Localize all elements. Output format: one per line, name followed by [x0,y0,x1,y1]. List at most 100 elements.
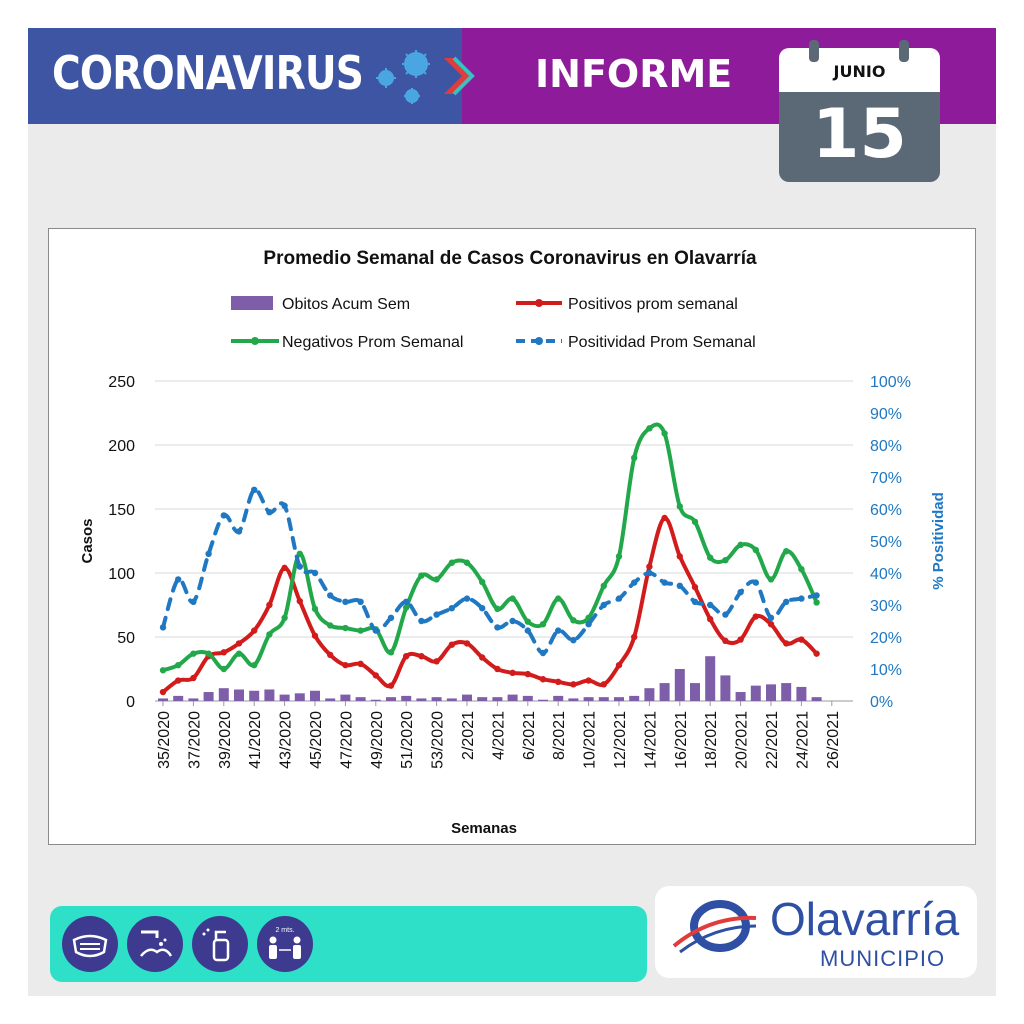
point-positivos [418,653,425,660]
point-positividad [387,614,395,621]
point-positivos [767,621,775,628]
point-positivos [433,658,440,665]
point-positividad [220,512,227,519]
y2-tick-label: 90% [870,406,902,423]
bar-obitos [492,697,503,701]
point-positividad [509,617,516,625]
bar-obitos [416,698,427,701]
bar-obitos [340,694,351,701]
calendar-month: JUNIO [833,62,886,81]
point-negativos [190,650,197,657]
x-tick-label: 6/2021 [521,711,538,760]
point-positivos [661,514,668,522]
bar-obitos [522,695,533,701]
point-positividad [691,598,699,605]
series-line-negativos [161,422,819,673]
header-title: CORONAVIRUS [52,46,364,100]
point-negativos [463,559,471,566]
series-line-positivos [161,515,819,695]
bar-obitos [553,695,564,701]
y2-tick-label: 50% [870,534,902,551]
point-negativos [539,621,547,628]
chart-container [48,228,976,845]
bar-obitos [568,698,579,701]
x-tick-label: 12/2021 [612,711,629,769]
bar-obitos [446,698,457,701]
point-negativos [327,622,334,629]
point-positividad [494,624,501,631]
point-positivos [311,632,319,639]
point-negativos [737,541,744,549]
point-positividad [555,627,562,634]
point-positividad [175,576,182,583]
bar-obitos [158,698,168,701]
x-tick-label: 47/2020 [338,711,355,769]
legend: Obitos Acum Sem Positivos prom semanal N… [231,296,756,351]
y2-tick-label: 30% [870,598,902,615]
point-positivos [387,682,395,689]
legend-label-positividad: Positividad Prom Semanal [568,334,756,351]
point-positivos [251,627,258,634]
point-positividad [327,592,334,599]
point-positividad [813,592,820,599]
calendar-body [779,92,940,182]
point-positivos [448,641,455,648]
point-negativos [448,559,455,566]
bar-obitos [674,669,685,701]
x-tick-label: 10/2021 [582,711,599,769]
bar-obitos [720,675,731,701]
bar-obitos [370,699,381,701]
bar-obitos [477,697,488,701]
series-line-positividad [161,487,819,655]
bar-obitos [310,690,320,701]
point-positivos [524,670,531,678]
y2-axis-label: % Positividad [930,492,947,590]
point-positividad [311,569,319,577]
point-positivos [585,677,592,684]
point-negativos [175,661,182,669]
point-positivos [494,665,501,673]
point-positividad [631,579,638,586]
point-positivos [296,597,303,605]
point-positivos [570,681,577,688]
x-tick-label: 8/2021 [551,711,568,760]
legend-marker-positividad [535,337,543,345]
point-positividad [798,595,805,602]
x-tick-label: 2/2021 [460,711,477,760]
bar-obitos [294,693,305,701]
point-positividad [357,598,364,605]
x-tick-label: 45/2020 [308,711,325,769]
bar-obitos [705,656,716,701]
distance-label: 2 mts. [275,927,294,934]
bar-obitos [507,694,518,701]
point-negativos [418,572,425,579]
point-positividad [646,569,653,577]
point-positividad [600,601,607,609]
logo-box [655,886,977,978]
point-negativos [767,576,775,583]
calendar-ring [899,40,909,62]
y-tick-label: 100 [108,566,135,583]
point-positividad [205,550,212,557]
point-negativos [494,605,501,613]
point-negativos [631,454,638,461]
point-positividad [570,637,577,644]
y2-tick-label: 80% [870,438,902,455]
bar-obitos [583,697,594,701]
x-tick-label: 4/2021 [490,711,507,760]
handwash-icon [127,916,183,972]
legend-marker-positivos [535,299,543,307]
calendar-badge: JUNIO 15 [779,40,940,182]
point-positividad [752,579,759,586]
point-positividad [615,595,623,602]
sanitizer-icon [192,916,248,972]
point-negativos [357,627,364,634]
bar-obitos [264,689,275,701]
legend-label-obitos: Obitos Acum Sem [282,296,410,313]
point-positividad [418,617,425,625]
point-positividad [342,598,349,605]
point-positivos [372,672,379,679]
mask-icon [62,916,118,972]
point-positividad [281,502,288,509]
x-tick-label: 14/2021 [642,711,659,769]
